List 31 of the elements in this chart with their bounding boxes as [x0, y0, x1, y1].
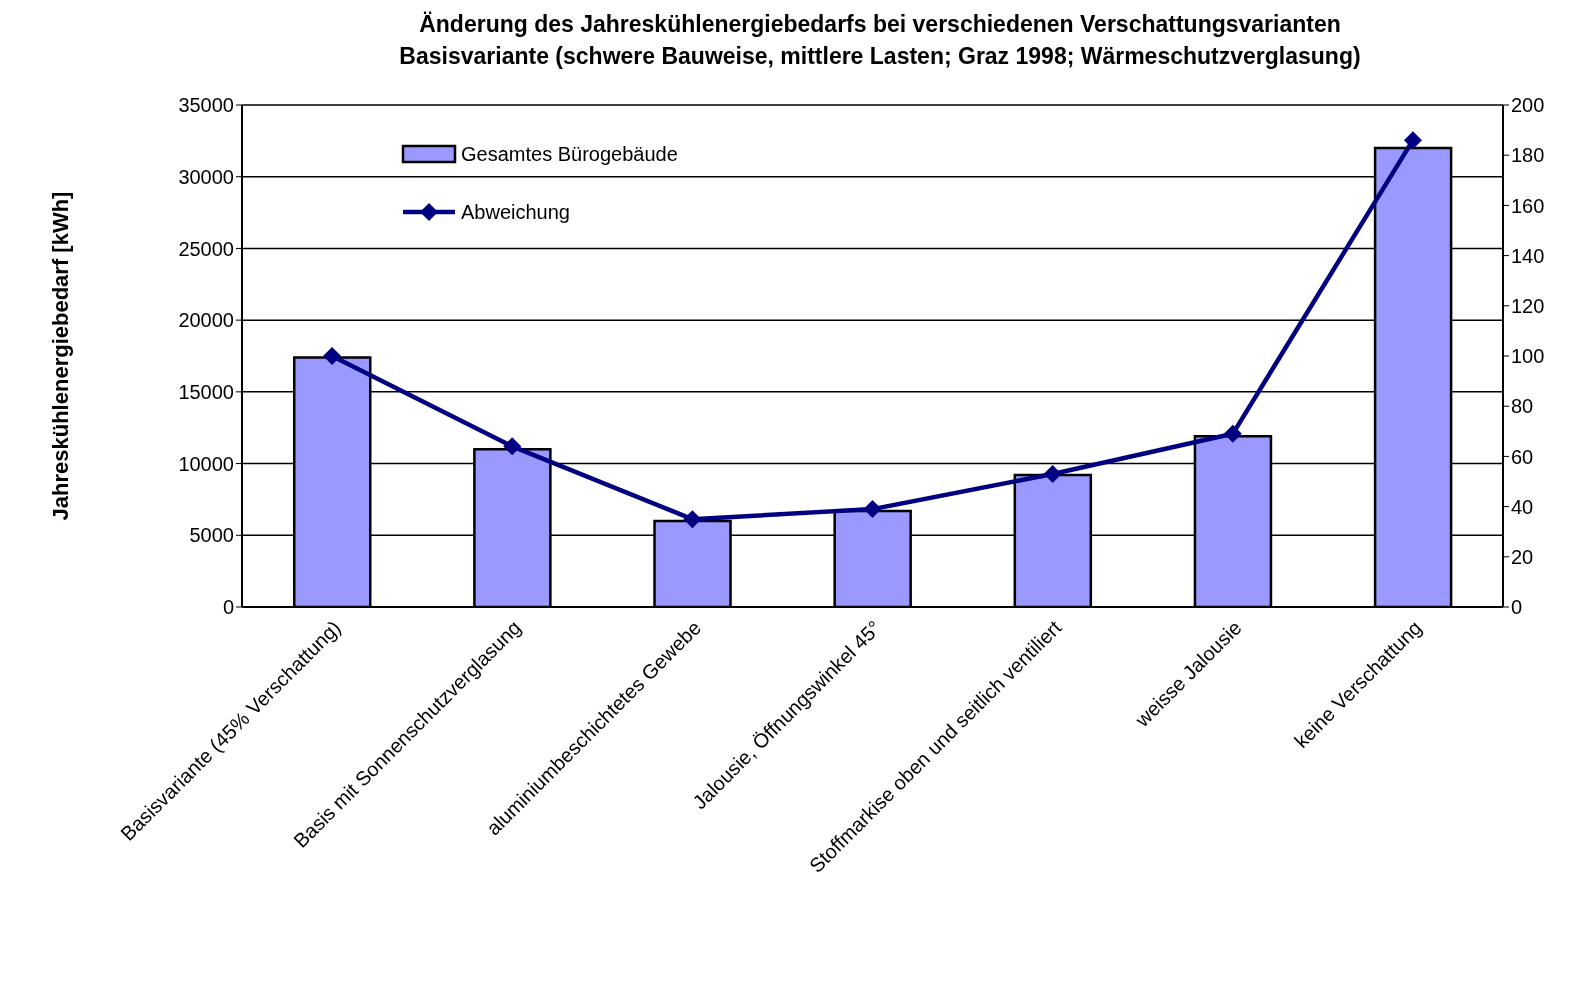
y-tick-label: 35000 [178, 94, 234, 117]
legend-label: Gesamtes Bürogebäude [461, 142, 678, 166]
y-tick-label: 15000 [178, 380, 234, 403]
point [323, 347, 342, 365]
point [503, 437, 522, 456]
chart-title: Änderung des Jahreskühlenergiebedarfs bei verschiedenen Verschattungsvarianten [418, 10, 1342, 39]
point [863, 500, 882, 519]
y2-tick-label: 0 [1511, 596, 1523, 619]
y2-tick-label: 180 [1511, 144, 1545, 167]
y-tick-label: 10000 [178, 452, 234, 475]
y2-tick-label: 120 [1511, 294, 1545, 317]
point [1403, 131, 1422, 150]
point [1043, 464, 1062, 483]
chart-subtitle: Basisvariante (schwere Bauweise, mittlere Lasten; Graz 1998; Wärmeschutzverglasung) [398, 42, 1362, 71]
point [683, 510, 702, 529]
y2-tick-label: 140 [1511, 244, 1545, 267]
y2-tick-label: 40 [1511, 495, 1534, 518]
y2-tick-label: 200 [1511, 94, 1545, 117]
point [1223, 424, 1242, 443]
y2-tick-label: 100 [1511, 345, 1545, 368]
y-tick-label: 30000 [178, 165, 234, 188]
y-tick-label: 25000 [178, 237, 234, 260]
y2-tick-label: 20 [1511, 545, 1534, 568]
y-axis-title: Jahreskühlenergiebedarf [kWh] [47, 191, 73, 521]
y2-tick-label: 60 [1511, 445, 1534, 468]
y-tick-label: 20000 [178, 309, 234, 332]
y-tick-label: 5000 [189, 524, 234, 547]
y2-tick-label: 160 [1511, 194, 1545, 217]
legend-label: Abweichung [461, 200, 570, 224]
y-tick-label: 0 [222, 596, 234, 619]
y2-tick-label: 80 [1511, 395, 1534, 418]
